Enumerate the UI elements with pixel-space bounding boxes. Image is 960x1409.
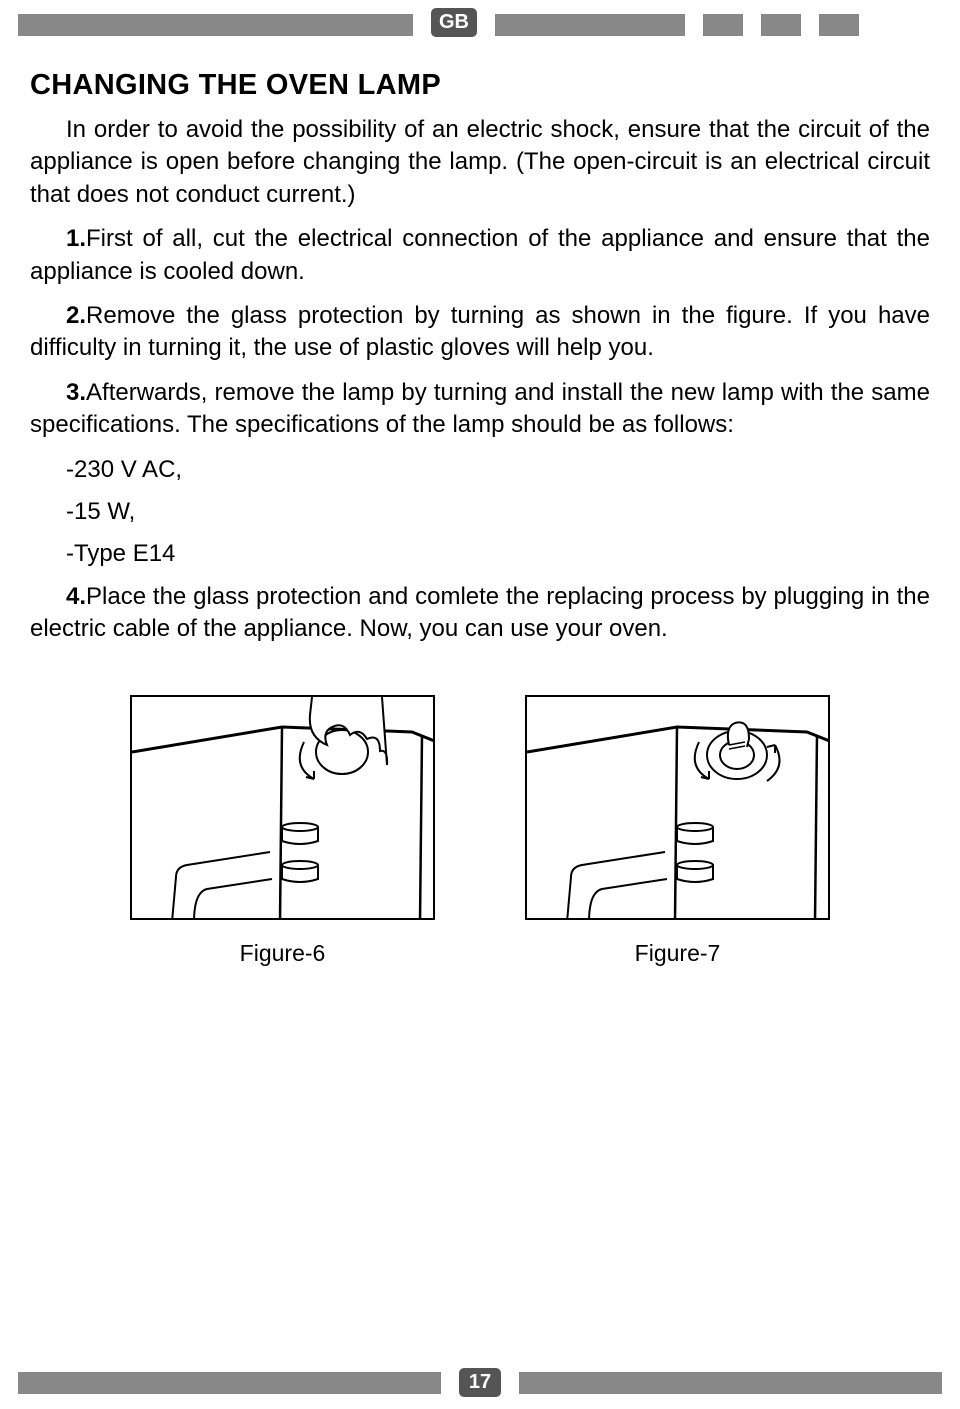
step-2-text: Remove the glass protection by turning a… bbox=[30, 302, 930, 361]
figure-6-image bbox=[130, 695, 435, 920]
step-2-number: 2. bbox=[66, 302, 86, 329]
step-1: 1.First of all, cut the electrical conne… bbox=[30, 223, 930, 288]
step-1-text: First of all, cut the electrical connect… bbox=[30, 225, 930, 284]
figure-7-image bbox=[525, 695, 830, 920]
figure-7-caption: Figure-7 bbox=[635, 940, 721, 967]
step-1-number: 1. bbox=[66, 225, 86, 252]
figures-row: Figure-6 bbox=[30, 695, 930, 967]
footer-bar-segment bbox=[18, 1372, 441, 1394]
step-4: 4.Place the glass protection and comlete… bbox=[30, 581, 930, 646]
header-bars: GB bbox=[0, 10, 960, 39]
footer-bars: 17 bbox=[0, 1368, 960, 1397]
header-bar-segment bbox=[495, 14, 685, 36]
spec-wattage: -15 W, bbox=[30, 496, 930, 528]
figure-7: Figure-7 bbox=[525, 695, 830, 967]
step-4-text: Place the glass protection and comlete t… bbox=[30, 583, 930, 642]
intro-paragraph: In order to avoid the possibility of an … bbox=[30, 114, 930, 211]
step-4-number: 4. bbox=[66, 583, 86, 610]
header-bar-segment bbox=[819, 14, 859, 36]
figure-6-caption: Figure-6 bbox=[240, 940, 326, 967]
country-tag: GB bbox=[431, 8, 477, 37]
header-bar-segment bbox=[761, 14, 801, 36]
header-bar-segment bbox=[18, 14, 413, 36]
step-2: 2.Remove the glass protection by turning… bbox=[30, 300, 930, 365]
step-3-number: 3. bbox=[66, 379, 86, 406]
figure-6: Figure-6 bbox=[130, 695, 435, 967]
page-footer: 17 bbox=[0, 1368, 960, 1397]
step-3-text: Afterwards, remove the lamp by turning a… bbox=[30, 379, 930, 438]
spec-type: -Type E14 bbox=[30, 538, 930, 570]
footer-bar-segment bbox=[519, 1372, 942, 1394]
spec-voltage: -230 V AC, bbox=[30, 454, 930, 486]
page-content: CHANGING THE OVEN LAMP In order to avoid… bbox=[0, 39, 960, 967]
header-bar-segment bbox=[703, 14, 743, 36]
step-3: 3.Afterwards, remove the lamp by turning… bbox=[30, 377, 930, 442]
page-number: 17 bbox=[459, 1368, 501, 1397]
page-title: CHANGING THE OVEN LAMP bbox=[30, 69, 930, 102]
